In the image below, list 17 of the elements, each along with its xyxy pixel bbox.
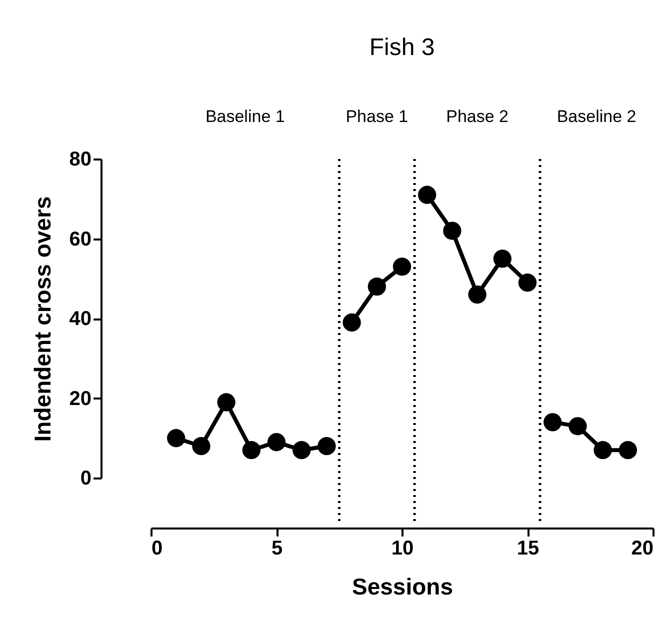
- x-tick-label: 20: [631, 538, 654, 560]
- x-tick-label: 5: [271, 538, 283, 560]
- text: Baseline 1: [205, 107, 285, 126]
- y-tick-label: 0: [80, 468, 92, 490]
- text: Phase 2: [446, 107, 508, 126]
- y-tick-label: 40: [69, 308, 92, 330]
- y-tick-label: 20: [69, 388, 92, 410]
- y-axis-title: Indendent cross overs: [29, 196, 56, 442]
- y-tick-label: 60: [69, 228, 92, 250]
- text: Phase 1: [346, 107, 408, 126]
- chart-title: Fish 3: [369, 34, 435, 61]
- y-tick-label: 80: [69, 148, 92, 170]
- x-tick-label: 0: [152, 538, 163, 560]
- x-tick-label: 15: [516, 538, 540, 560]
- x-tick-label: 10: [391, 538, 414, 560]
- x-axis-title: Sessions: [352, 574, 453, 600]
- text: Baseline 2: [556, 107, 636, 126]
